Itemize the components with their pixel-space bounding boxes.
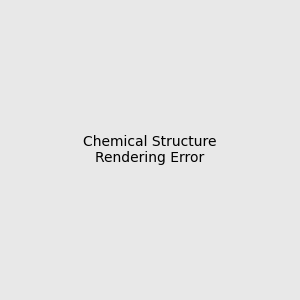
Text: Chemical Structure
Rendering Error: Chemical Structure Rendering Error bbox=[83, 135, 217, 165]
